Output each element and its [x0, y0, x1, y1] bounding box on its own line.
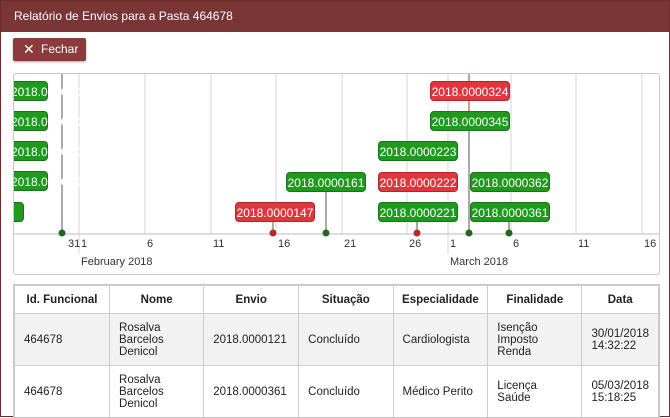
axis-tick-label: 11 [578, 238, 590, 250]
axis-tick-label: 1 [450, 238, 457, 250]
column-header[interactable]: Finalidade [487, 285, 583, 314]
timeline-item[interactable]: 2018.0000102 [14, 171, 88, 191]
cell-finalidade: Licença Saúde [487, 365, 583, 417]
timeline-item[interactable]: 2018.0000104 [14, 81, 88, 101]
axis-tick-label: 31 [68, 238, 81, 250]
timeline-item[interactable]: 2018.0000222 [378, 172, 458, 192]
cell-especialidade: Cardiologista [392, 313, 489, 366]
close-icon: ✕ [23, 41, 35, 57]
timeline-item[interactable] [14, 202, 24, 222]
cell-situacao: Concluído [298, 365, 394, 417]
axis-tick-label: 16 [278, 238, 291, 250]
table-row[interactable]: 464678 Rosalva Barcelos Denicol 2018.0000121… [14, 313, 659, 366]
timeline-item[interactable]: 2018.0000361 [470, 202, 550, 222]
table-row[interactable]: 464678 Rosalva Barcelos Denicol 2018.0000361… [14, 365, 659, 417]
axis-tick-label: 1 [81, 238, 88, 250]
axis-tick-label: 11 [213, 238, 225, 250]
cell-id: 464678 [14, 313, 111, 366]
cell-data: 05/03/2018 15:18:25 [581, 365, 659, 417]
column-header[interactable]: Data [581, 285, 659, 314]
column-header[interactable]: Nome [109, 285, 205, 314]
cell-id: 464678 [14, 365, 111, 417]
timeline-item[interactable]: 2018.0000221 [378, 202, 458, 222]
axis-tick-label: 6 [147, 238, 154, 250]
column-header[interactable]: Situação [298, 285, 394, 314]
close-button[interactable]: ✕ Fechar [13, 38, 86, 61]
timeline[interactable]: 2018.0000104 2018.0000103 2018.0000101 2… [13, 73, 660, 275]
table-header-row: Id. Funcional Nome Envio Situação Especi… [14, 285, 659, 314]
timeline-item[interactable]: 2018.0000101 [14, 141, 88, 161]
cell-nome: Rosalva Barcelos Denicol [109, 313, 205, 366]
cell-data: 30/01/2018 14:32:22 [581, 313, 659, 366]
cell-nome: Rosalva Barcelos Denicol [109, 365, 205, 417]
column-header[interactable]: Id. Funcional [14, 285, 111, 314]
axis-month-label: February 2018 [81, 256, 153, 268]
axis-tick-label: 21 [344, 238, 357, 250]
timeline-item[interactable]: 2018.0000362 [470, 172, 550, 192]
cell-situacao: Concluído [298, 313, 394, 366]
cell-especialidade: Médico Perito [392, 365, 489, 417]
timeline-item[interactable]: 2018.0000103 [14, 111, 88, 131]
window-title: Relatório de Envios para a Pasta 464678 [14, 9, 233, 23]
timeline-item[interactable]: 2018.0000223 [378, 141, 458, 161]
cell-finalidade: Isenção Imposto Renda [487, 313, 583, 366]
column-header[interactable]: Especialidade [392, 285, 489, 314]
cell-envio: 2018.0000121 [203, 313, 300, 366]
column-header[interactable]: Envio [203, 285, 300, 314]
sendings-table: Id. Funcional Nome Envio Situação Especi… [13, 284, 660, 418]
axis-tick-label: 16 [644, 238, 657, 250]
axis-month-label: March 2018 [450, 256, 509, 268]
timeline-item[interactable]: 2018.0000345 [430, 111, 510, 131]
window-titlebar: Relatório de Envios para a Pasta 464678 [1, 1, 669, 32]
cell-envio: 2018.0000361 [203, 365, 300, 417]
close-button-label: Fechar [41, 42, 79, 56]
axis-tick-label: 6 [513, 238, 520, 250]
timeline-item[interactable]: 2018.0000161 [286, 172, 366, 192]
axis-tick-label: 26 [409, 238, 422, 250]
timeline-item[interactable]: 2018.0000324 [430, 81, 510, 101]
timeline-item[interactable]: 2018.0000147 [235, 202, 315, 222]
